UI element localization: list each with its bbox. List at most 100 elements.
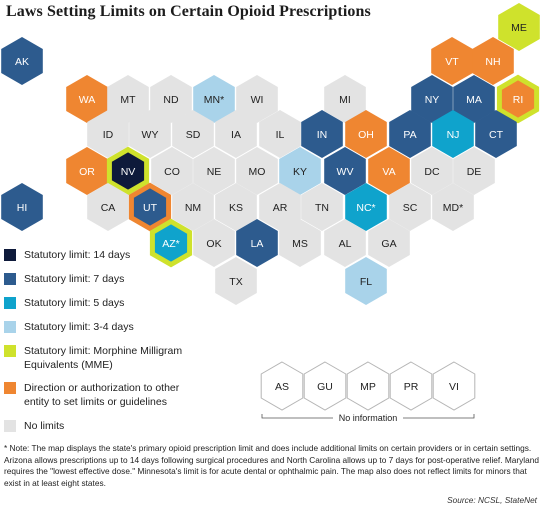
territory-hex-mp: MP	[346, 361, 390, 411]
hex-shape	[172, 183, 214, 231]
hex-label: PR	[404, 381, 419, 393]
hex-label: SD	[186, 129, 201, 141]
hex-shape	[1, 37, 43, 85]
hex-shape	[389, 361, 433, 411]
hex-label: DE	[467, 166, 482, 178]
state-hex-ok: OK	[193, 219, 235, 267]
hex-shape	[345, 110, 387, 158]
hex-label: UT	[143, 202, 158, 214]
hex-shape	[215, 183, 257, 231]
hex-label: ND	[163, 94, 179, 106]
hex-shape	[151, 147, 193, 195]
hex-label: CA	[101, 202, 116, 214]
hex-label: MS	[292, 238, 308, 250]
hex-label: IA	[231, 129, 241, 141]
state-hex-pa: PA	[389, 110, 431, 158]
hex-label: WA	[79, 94, 96, 106]
hex-label: ME	[511, 22, 527, 34]
hex-label: LA	[251, 238, 264, 250]
state-hex-mt: MT	[107, 75, 149, 123]
hex-shape	[279, 147, 321, 195]
hex-label: IL	[276, 129, 285, 141]
hex-outline	[106, 146, 150, 196]
legend-label: Statutory limit: 14 days	[24, 249, 131, 261]
hex-label: NV	[121, 166, 136, 178]
legend-label: Statutory limit: 7 days	[24, 273, 125, 285]
hex-label: KY	[293, 166, 307, 178]
state-hex-ks: KS	[215, 183, 257, 231]
territory-hex-as: AS	[260, 361, 304, 411]
hex-shape	[453, 147, 495, 195]
legend-swatch	[4, 420, 16, 432]
hex-shape	[87, 183, 129, 231]
hex-label: MN*	[204, 94, 224, 106]
legend-swatch	[4, 382, 16, 394]
hex-shape	[432, 110, 474, 158]
hex-shape	[193, 147, 235, 195]
state-hex-mn: MN*	[193, 75, 235, 123]
territory-hex-gu: GU	[303, 361, 347, 411]
hex-map: ME AK VT NH WA MT ND MN* WI MI NY MA RI ID WY SD IA IL IN O…	[1, 3, 540, 424]
hex-label: ID	[103, 129, 114, 141]
hex-shape	[107, 147, 149, 195]
hex-label: NJ	[447, 129, 460, 141]
hex-shape	[66, 147, 108, 195]
hex-label: MI	[339, 94, 351, 106]
hex-shape	[345, 183, 387, 231]
hex-label: VT	[445, 56, 459, 68]
hex-shape	[66, 75, 108, 123]
state-hex-wy: WY	[129, 110, 171, 158]
state-hex-dc: DC	[411, 147, 453, 195]
hex-shape	[498, 3, 540, 51]
state-hex-mo: MO	[236, 147, 278, 195]
hex-label: TN	[315, 202, 329, 214]
legend-item-7-days: Statutory limit: 7 days	[4, 272, 124, 286]
state-hex-ia: IA	[215, 110, 257, 158]
state-hex-wv: WV	[324, 147, 366, 195]
legend-item-mme: Statutory limit: Morphine Milligram Equi…	[4, 344, 182, 372]
state-hex-id: ID	[87, 110, 129, 158]
territory-note: No information	[339, 413, 398, 423]
state-hex-az: AZ*	[149, 218, 193, 268]
hex-shape	[259, 183, 301, 231]
legend-label: Statutory limit: 5 days	[24, 297, 125, 309]
state-hex-wi: WI	[236, 75, 278, 123]
hex-label: IN	[317, 129, 328, 141]
state-hex-ca: CA	[87, 183, 129, 231]
state-hex-ak: AK	[1, 37, 43, 85]
hex-label: DC	[424, 166, 440, 178]
hex-label: FL	[360, 276, 372, 288]
hex-label: NH	[485, 56, 500, 68]
state-hex-oh: OH	[345, 110, 387, 158]
hex-label: WI	[251, 94, 264, 106]
territory-note-bg	[333, 412, 403, 424]
hex-shape	[324, 219, 366, 267]
state-hex-ky: KY	[279, 147, 321, 195]
legend-swatch	[4, 249, 16, 261]
state-hex-fl: FL	[345, 257, 387, 305]
legend-label: Statutory limit: 3-4 days	[24, 321, 134, 333]
state-hex-il: IL	[259, 110, 301, 158]
hex-shape	[324, 147, 366, 195]
state-hex-ma: MA	[453, 75, 495, 123]
legend-item-no-limits: No limits	[4, 419, 64, 433]
state-hex-nh: NH	[472, 37, 514, 85]
hex-shape	[472, 37, 514, 85]
state-hex-al: AL	[324, 219, 366, 267]
hex-label: OH	[358, 129, 374, 141]
hex-shape	[475, 110, 517, 158]
legend-label: Direction or authorization to other enti…	[24, 382, 180, 408]
hex-shape	[236, 219, 278, 267]
state-hex-in: IN	[301, 110, 343, 158]
hex-shape	[87, 110, 129, 158]
state-hex-ut: UT	[128, 182, 172, 232]
hex-shape	[193, 75, 235, 123]
hex-label: NY	[425, 94, 440, 106]
hex-label: VI	[449, 381, 459, 393]
hex-outline	[149, 218, 193, 268]
hex-shape	[432, 361, 476, 411]
hex-label: NM	[185, 202, 201, 214]
state-hex-ar: AR	[259, 183, 301, 231]
legend-label: No limits	[24, 420, 65, 432]
state-hex-vt: VT	[431, 37, 473, 85]
